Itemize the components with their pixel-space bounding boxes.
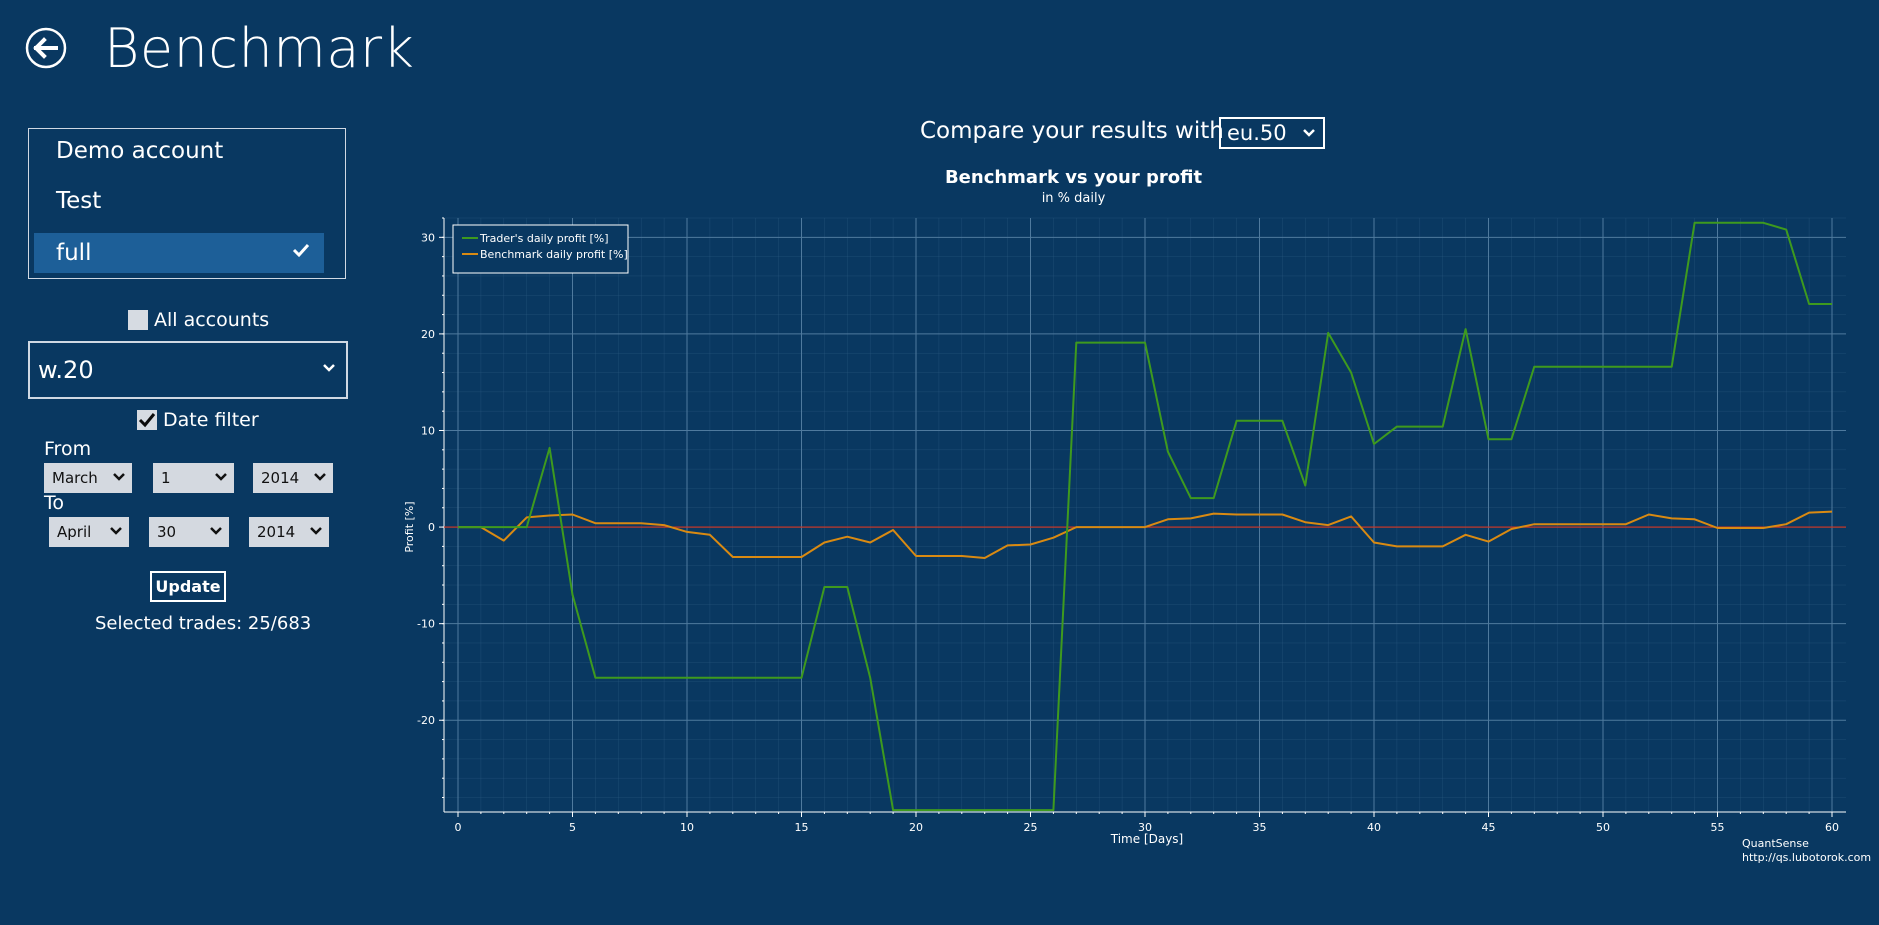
y-tick-label: 10 — [421, 424, 435, 437]
chevron-down-icon — [314, 473, 326, 481]
compare-label: Compare your results with — [920, 118, 1224, 144]
checkmark-icon — [138, 413, 156, 428]
benchmark-value: eu.50 — [1227, 121, 1287, 145]
from-day-value: 1 — [161, 469, 171, 487]
account-item-label: full — [56, 240, 92, 266]
trader-profit-line — [458, 221, 1832, 812]
from-month-select[interactable]: March — [44, 463, 132, 493]
date-filter-checkbox[interactable]: Date filter — [137, 409, 259, 431]
attribution: QuantSense http://qs.lubotorok.com — [1742, 837, 1871, 865]
update-button[interactable]: Update — [150, 571, 226, 602]
y-tick-label: 0 — [428, 521, 435, 534]
from-year-value: 2014 — [261, 469, 300, 487]
chevron-down-icon — [210, 527, 222, 535]
account-item-test[interactable]: Test — [34, 181, 324, 221]
from-label: From — [44, 438, 92, 460]
chevron-down-icon — [215, 473, 227, 481]
legend-label: Trader's daily profit [%] — [479, 232, 609, 245]
x-tick-label: 5 — [569, 821, 576, 834]
account-item-label: Test — [56, 188, 102, 214]
account-item-demo[interactable]: Demo account — [34, 131, 324, 171]
to-month-value: April — [57, 523, 92, 541]
x-tick-label: 35 — [1253, 821, 1267, 834]
x-tick-label: 45 — [1482, 821, 1496, 834]
back-arrow-icon[interactable] — [25, 27, 67, 69]
chart-title: Benchmark vs your profit — [944, 167, 1203, 188]
account-list: Demo account Test full — [28, 128, 346, 279]
legend-box — [452, 224, 629, 274]
to-year-select[interactable]: 2014 — [249, 517, 329, 547]
attribution-url: http://qs.lubotorok.com — [1742, 851, 1872, 864]
account-item-label: Demo account — [56, 138, 224, 164]
from-year-select[interactable]: 2014 — [253, 463, 333, 493]
x-axis-label: Time [Days] — [1110, 832, 1184, 846]
checkbox-box — [128, 310, 148, 330]
chart-subtitle: in % daily — [1041, 191, 1106, 206]
benchmark-profit-line — [458, 510, 1833, 559]
from-day-select[interactable]: 1 — [153, 463, 234, 493]
chevron-down-icon — [110, 527, 122, 535]
selected-trades-count: Selected trades: 25/683 — [95, 613, 312, 634]
checkbox-box — [137, 410, 157, 430]
y-tick-label: -10 — [417, 618, 435, 631]
instrument-select[interactable]: w.20 — [28, 341, 348, 399]
to-year-value: 2014 — [257, 523, 296, 541]
date-filter-label: Date filter — [163, 409, 259, 431]
y-axis-label: Profit [%] — [403, 501, 416, 552]
to-day-select[interactable]: 30 — [149, 517, 229, 547]
x-tick-label: 55 — [1711, 821, 1725, 834]
instrument-value: w.20 — [38, 356, 94, 384]
x-tick-label: 10 — [680, 821, 694, 834]
y-tick-label: -20 — [417, 714, 435, 727]
account-item-full[interactable]: full — [34, 233, 324, 273]
to-day-value: 30 — [157, 523, 177, 541]
y-tick-label: 30 — [421, 231, 435, 244]
to-month-select[interactable]: April — [49, 517, 129, 547]
x-tick-label: 40 — [1367, 821, 1381, 834]
from-month-value: March — [52, 469, 98, 487]
x-tick-label: 20 — [909, 821, 923, 834]
benchmark-select[interactable]: eu.50 — [1219, 117, 1325, 149]
chevron-down-icon — [113, 473, 125, 481]
chevron-down-icon — [310, 527, 322, 535]
page-title: Benchmark — [104, 17, 415, 80]
x-tick-label: 25 — [1024, 821, 1038, 834]
x-tick-label: 15 — [795, 821, 809, 834]
all-accounts-checkbox[interactable]: All accounts — [128, 309, 269, 331]
checkmark-icon — [292, 243, 310, 258]
chevron-down-icon — [1303, 129, 1315, 137]
all-accounts-label: All accounts — [154, 309, 270, 331]
x-tick-label: 50 — [1596, 821, 1610, 834]
y-tick-label: 20 — [421, 328, 435, 341]
x-tick-label: 0 — [455, 821, 462, 834]
legend-label: Benchmark daily profit [%] — [480, 248, 628, 261]
x-tick-label: 30 — [1138, 821, 1152, 834]
chevron-down-icon — [323, 364, 335, 372]
x-tick-label: 60 — [1825, 821, 1839, 834]
attribution-name: QuantSense — [1742, 837, 1809, 850]
to-label: To — [44, 492, 65, 514]
